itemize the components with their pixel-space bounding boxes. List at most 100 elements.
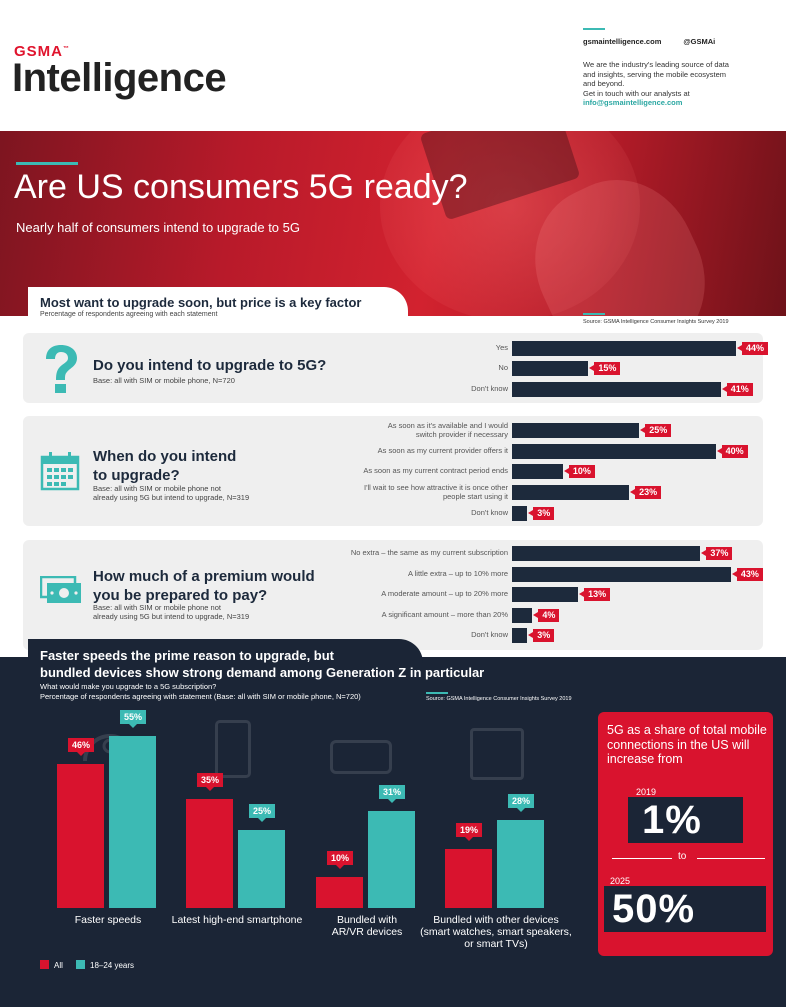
value-tag: 28%: [508, 794, 534, 813]
bar-category-line: I'll wait to see how attractive it is on…: [364, 483, 508, 492]
contact-text: Get in touch with our analysts at: [583, 88, 690, 98]
category-label-line: (smart watches, smart speakers,: [420, 926, 572, 938]
category-label-line: Faster speeds: [74, 914, 142, 926]
bar-category-label: No: [498, 364, 508, 373]
value-tag: 15%: [589, 362, 621, 375]
value-tag: 25%: [640, 424, 672, 437]
email-link[interactable]: info@gsmaintelligence.com: [583, 98, 683, 107]
bar-category-label: No extra – the same as my current subscr…: [351, 549, 508, 558]
bar-category-line: A significant amount – more than 20%: [381, 610, 508, 620]
page-subtitle: Nearly half of consumers intend to upgra…: [16, 220, 300, 235]
value-to-box: [604, 886, 766, 932]
bar-category-label: A little extra – up to 10% more: [408, 570, 508, 579]
question-base-line: already using 5G but intend to upgrade, …: [93, 611, 250, 621]
gsma-logo: GSMA™: [14, 43, 70, 60]
question-title-line: How much of a premium would: [93, 568, 315, 585]
twitter-handle[interactable]: @GSMAi: [683, 37, 716, 46]
reasons-subtitle-line-1: What would make you upgrade to a 5G subs…: [40, 682, 217, 691]
header-about: We are the industry's leading source of …: [583, 60, 733, 108]
value-tag: 46%: [68, 738, 94, 757]
bar-category-line: Yes: [495, 343, 508, 353]
value-tag: 37%: [701, 547, 733, 560]
bar-category-line: Don't know: [471, 508, 508, 518]
value-tag: 19%: [456, 822, 482, 841]
value-tag: 13%: [579, 588, 611, 601]
bar: [512, 567, 731, 582]
website-link[interactable]: gsmaintelligence.com: [583, 37, 662, 46]
hero-banner: [0, 131, 786, 316]
page-title: Are US consumers 5G ready?: [14, 168, 468, 206]
bar-category-line: As soon as it's available and I would: [387, 421, 508, 430]
bar-all: [316, 876, 363, 908]
question-base-line: Base: all with SIM or mobile phone, N=72…: [93, 376, 235, 385]
question-title: How much of a premium would you be prepar…: [93, 567, 315, 605]
category-label: Bundled with AR/VR devices: [287, 914, 447, 938]
reasons-title: Faster speeds the prime reason to upgrad…: [40, 647, 560, 681]
bar-18-24: [497, 820, 544, 908]
bar: [512, 382, 721, 397]
header-accent-rule: [583, 28, 605, 30]
legend-all: All: [40, 960, 63, 970]
reasons-subtitle: What would make you upgrade to a 5G subs…: [40, 682, 361, 701]
bar-category-line: Don't know: [471, 630, 508, 640]
bar-18-24: [109, 736, 156, 908]
value-tag: 55%: [120, 710, 146, 728]
to-label: to: [678, 851, 687, 862]
question-base: Base: all with SIM or mobile phone, N=72…: [93, 376, 303, 386]
bar: [512, 608, 533, 623]
category-label: Faster speeds: [28, 914, 188, 926]
category-label-line: Bundled with other devices: [433, 914, 559, 926]
bar-category-label: A significant amount – more than 20%: [382, 611, 508, 620]
question-title-line: to upgrade?: [93, 467, 180, 484]
vr-headset-ghost-icon: [330, 740, 392, 774]
section1-source: Source: GSMA Intelligence Consumer Insig…: [583, 319, 729, 325]
bar-category-line: A moderate amount – up to 20% more: [381, 589, 508, 599]
year-from: 2019: [636, 787, 657, 797]
question-base-line: Base: all with SIM or mobile phone not: [93, 484, 221, 493]
source-accent-rule: [583, 313, 605, 315]
reasons-title-line-1: Faster speeds the prime reason to upgrad…: [40, 648, 335, 663]
category-label-line: AR/VR devices: [331, 926, 403, 938]
value-to: 50%: [612, 887, 696, 931]
bar-category-line: As soon as my current contract period en…: [363, 466, 508, 476]
bar: [512, 444, 716, 459]
reasons-tab: [28, 639, 423, 669]
question-title: Do you intend to upgrade to 5G?: [93, 356, 326, 375]
question-title-line: you be prepared to pay?: [93, 587, 268, 604]
bar: [512, 485, 630, 500]
about-text: We are the industry's leading source of …: [583, 60, 729, 88]
value-tag: 31%: [379, 785, 405, 804]
value-tag: 10%: [563, 465, 595, 478]
bar-category-line: switch provider if necessary: [415, 429, 508, 439]
bar: [512, 361, 589, 376]
category-label-line: or smart TVs): [464, 938, 528, 950]
question-mark-icon: [46, 345, 77, 393]
divider-right: [697, 858, 765, 859]
value-tag: 25%: [249, 803, 275, 822]
hero-accent-rule: [16, 162, 78, 165]
bar-category-line: No: [498, 363, 508, 373]
hero-glow: [380, 131, 640, 316]
bar-category-label: As soon as it's available and I would swi…: [387, 421, 508, 439]
bar-category-label: Don't know: [471, 631, 508, 640]
bar-18-24: [238, 829, 285, 908]
bar: [512, 464, 563, 479]
bar: [512, 341, 736, 356]
category-label: Bundled with other devices (smart watches…: [416, 914, 576, 950]
bar-18-24: [368, 811, 415, 908]
bar-category-line: people start using it: [442, 491, 508, 501]
section1-subtitle: Percentage of respondents agreeing with …: [40, 311, 218, 318]
year-to: 2025: [610, 876, 631, 886]
value-tag: 23%: [630, 486, 662, 499]
value-tag: 35%: [197, 772, 223, 791]
smartphone-ghost-icon: [215, 720, 251, 778]
question-base-line: Base: all with SIM or mobile phone not: [93, 603, 221, 612]
value-from-box: [628, 797, 743, 843]
smart-tv-ghost-icon: [470, 728, 524, 780]
bar-category-label: Yes: [496, 344, 508, 353]
value-tag: 43%: [731, 568, 763, 581]
category-label-line: Bundled with: [336, 914, 398, 926]
money-icon: [40, 576, 81, 603]
bar-category-label: As soon as my current contract period en…: [363, 467, 508, 476]
